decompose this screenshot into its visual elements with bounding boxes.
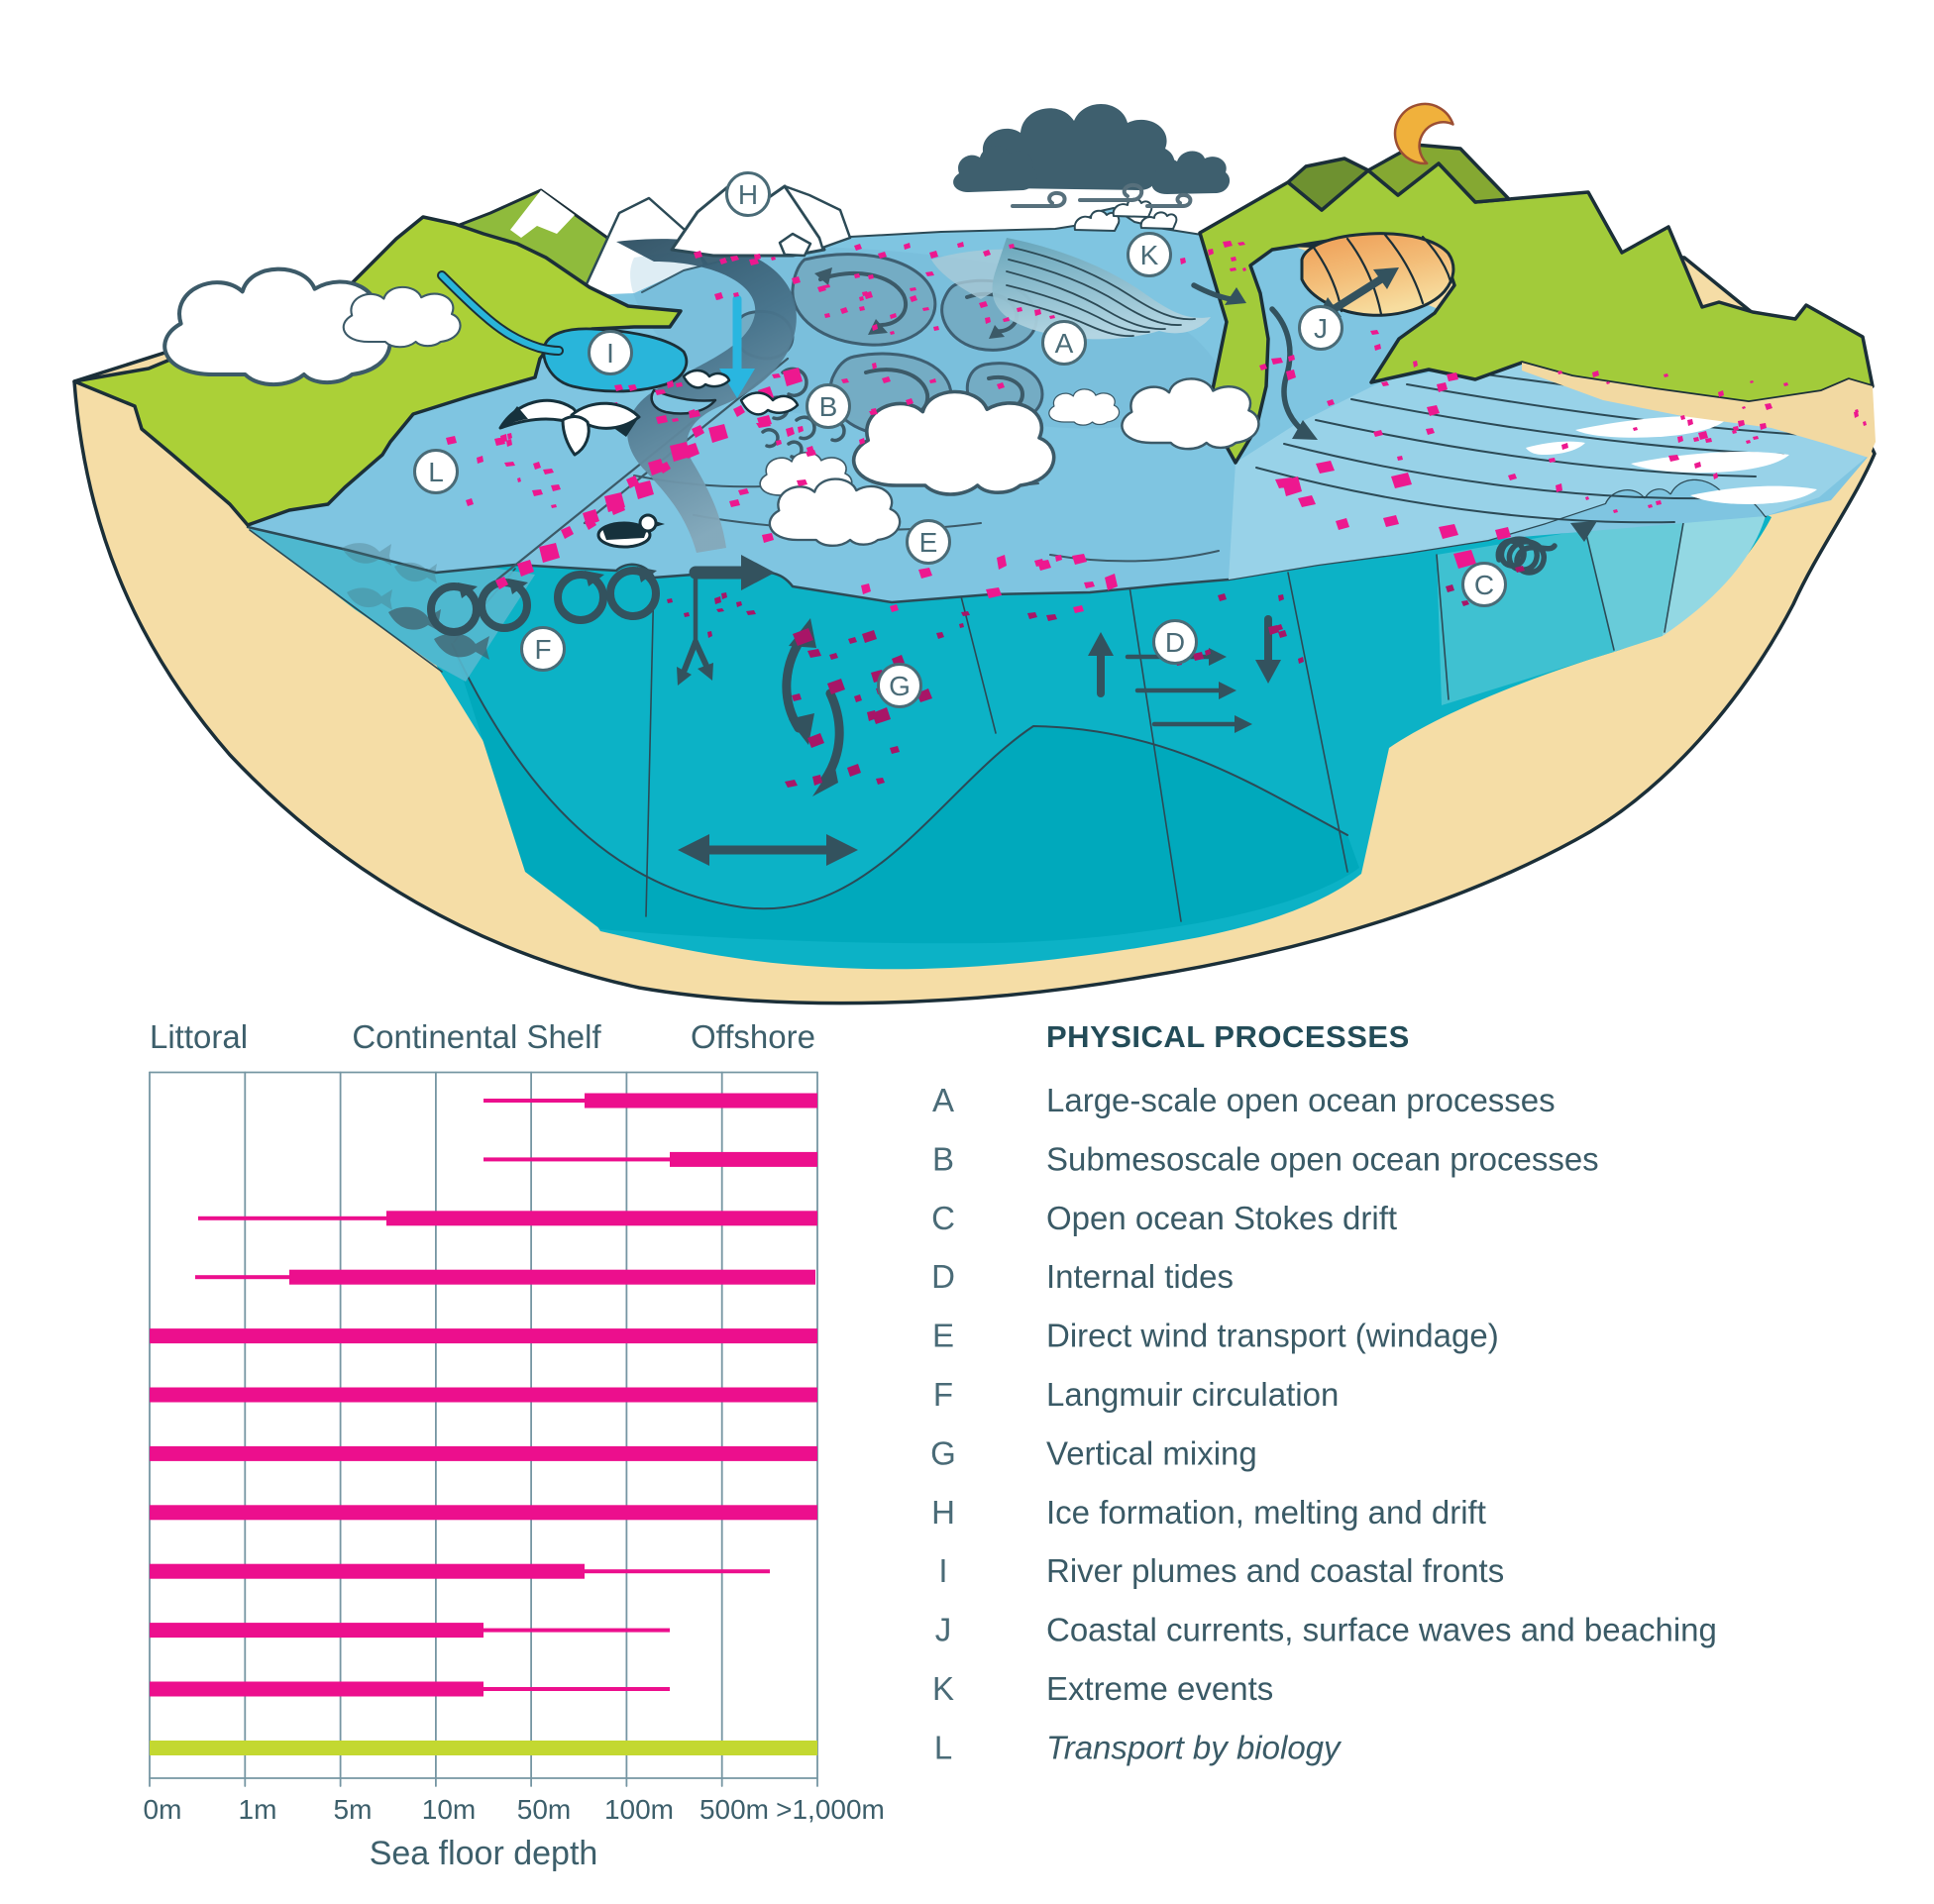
svg-text:50m: 50m	[517, 1794, 571, 1825]
svg-text:K: K	[932, 1670, 954, 1707]
svg-text:B: B	[819, 391, 838, 422]
svg-text:L: L	[428, 457, 444, 487]
svg-text:I: I	[606, 338, 614, 369]
svg-text:Littoral: Littoral	[150, 1018, 248, 1055]
svg-text:Offshore: Offshore	[691, 1018, 815, 1055]
svg-text:5m: 5m	[334, 1794, 373, 1825]
svg-text:Internal tides: Internal tides	[1046, 1258, 1234, 1295]
svg-text:A: A	[932, 1082, 954, 1118]
svg-text:G: G	[930, 1434, 956, 1471]
svg-text:Vertical mixing: Vertical mixing	[1046, 1434, 1257, 1471]
svg-text:500m: 500m	[699, 1794, 769, 1825]
svg-text:F: F	[534, 634, 551, 665]
svg-text:Large-scale open ocean process: Large-scale open ocean processes	[1046, 1082, 1556, 1118]
svg-text:C: C	[931, 1200, 955, 1236]
svg-text:J: J	[1314, 313, 1328, 344]
svg-text:G: G	[889, 671, 911, 701]
svg-text:D: D	[1165, 627, 1185, 658]
svg-text:Transport by biology: Transport by biology	[1046, 1729, 1343, 1765]
svg-text:D: D	[931, 1258, 955, 1295]
svg-text:Langmuir circulation: Langmuir circulation	[1046, 1376, 1339, 1413]
svg-text:A: A	[1055, 328, 1074, 359]
svg-text:B: B	[932, 1140, 954, 1177]
svg-text:C: C	[1474, 570, 1494, 600]
svg-text:L: L	[934, 1729, 952, 1765]
svg-text:E: E	[932, 1318, 954, 1354]
svg-text:Ice formation, melting and dri: Ice formation, melting and drift	[1046, 1494, 1486, 1531]
svg-text:Extreme events: Extreme events	[1046, 1670, 1273, 1707]
svg-text:H: H	[931, 1494, 955, 1531]
svg-text:>1,000m: >1,000m	[776, 1794, 885, 1825]
svg-text:H: H	[738, 179, 758, 210]
svg-text:Submesoscale open ocean proces: Submesoscale open ocean processes	[1046, 1140, 1599, 1177]
svg-text:Sea floor depth: Sea floor depth	[370, 1835, 598, 1872]
svg-text:PHYSICAL PROCESSES: PHYSICAL PROCESSES	[1046, 1019, 1410, 1054]
svg-text:100m: 100m	[604, 1794, 674, 1825]
svg-text:E: E	[919, 527, 938, 558]
svg-text:K: K	[1140, 240, 1159, 270]
svg-text:Continental Shelf: Continental Shelf	[352, 1018, 601, 1055]
svg-text:F: F	[933, 1376, 953, 1413]
svg-text:1m: 1m	[239, 1794, 277, 1825]
svg-text:Direct wind transport (windage: Direct wind transport (windage)	[1046, 1318, 1499, 1354]
svg-text:I: I	[938, 1552, 947, 1589]
svg-text:0m: 0m	[144, 1794, 182, 1825]
svg-text:J: J	[935, 1612, 952, 1648]
svg-text:10m: 10m	[422, 1794, 476, 1825]
svg-text:Coastal currents, surface wave: Coastal currents, surface waves and beac…	[1046, 1612, 1717, 1648]
svg-text:River plumes and coastal front: River plumes and coastal fronts	[1046, 1552, 1504, 1589]
svg-text:Open ocean Stokes drift: Open ocean Stokes drift	[1046, 1200, 1397, 1236]
